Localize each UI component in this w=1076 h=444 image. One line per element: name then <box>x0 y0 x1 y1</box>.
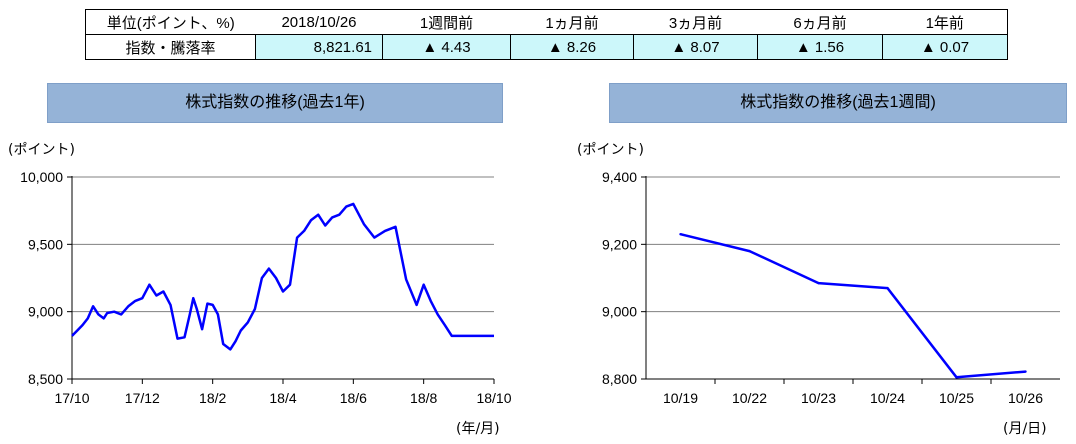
summary-header-cell: 1ヵ月前 <box>510 9 634 35</box>
data-point <box>955 376 958 379</box>
summary-row-label: 指数・騰落率 <box>85 34 256 60</box>
data-point <box>748 249 751 253</box>
summary-value-row: 指数・騰落率 8,821.61 ▲ 4.43 ▲ 8.26 ▲ 8.07 ▲ 1… <box>85 34 1008 60</box>
y-tick-label: 8,500 <box>28 371 63 387</box>
x-tick-label: 18/4 <box>269 390 296 406</box>
data-point <box>1024 370 1027 373</box>
chart-title-1y: 株式指数の推移(過去1年) <box>47 83 503 123</box>
x-axis-label-1y: (年/月) <box>456 421 500 437</box>
y-tick-label: 9,200 <box>602 236 637 252</box>
x-tick-label: 18/2 <box>199 390 226 406</box>
x-tick-label: 18/6 <box>340 390 367 406</box>
x-axis-label-1w: (月/日) <box>1003 421 1047 437</box>
x-tick-label: 10/23 <box>801 390 836 406</box>
x-tick-label: 18/8 <box>410 390 437 406</box>
summary-value-cell: ▲ 8.07 <box>633 34 758 60</box>
y-tick-label: 10,000 <box>20 169 63 185</box>
summary-value-cell: ▲ 8.26 <box>510 34 634 60</box>
y-tick-label: 9,400 <box>602 169 637 185</box>
summary-value-cell: ▲ 1.56 <box>757 34 883 60</box>
data-point <box>817 281 820 285</box>
x-tick-label: 10/24 <box>870 390 905 406</box>
y-tick-label: 9,000 <box>28 304 63 320</box>
summary-header-cell: 1週間前 <box>382 9 511 35</box>
summary-header-cell: 単位(ポイント、%) <box>85 9 256 35</box>
x-tick-label: 18/10 <box>476 390 511 406</box>
summary-header-cell: 3ヵ月前 <box>633 9 758 35</box>
summary-header-cell: 1年前 <box>882 9 1008 35</box>
y-axis-label-1y: (ポイント) <box>8 142 75 158</box>
y-tick-label: 9,000 <box>602 304 637 320</box>
x-tick-label: 17/12 <box>125 390 160 406</box>
chart-title-1w: 株式指数の推移(過去1週間) <box>609 83 1067 123</box>
summary-header-cell: 6ヵ月前 <box>757 9 883 35</box>
y-tick-label: 8,800 <box>602 371 637 387</box>
y-axis-label-1w: (ポイント) <box>577 142 644 158</box>
series-line-1w <box>680 232 1026 379</box>
x-tick-label: 17/10 <box>54 390 89 406</box>
x-tick-label: 10/22 <box>732 390 767 406</box>
y-tick-label: 9,500 <box>28 236 63 252</box>
data-point <box>886 286 889 290</box>
data-point <box>679 233 682 236</box>
summary-value-cell: ▲ 4.43 <box>382 34 511 60</box>
summary-header-row: 単位(ポイント、%) 2018/10/26 1週間前 1ヵ月前 3ヵ月前 6ヵ月… <box>85 9 1008 35</box>
summary-table: 単位(ポイント、%) 2018/10/26 1週間前 1ヵ月前 3ヵ月前 6ヵ月… <box>85 9 1008 60</box>
x-tick-label: 10/26 <box>1008 390 1043 406</box>
x-tick-label: 10/19 <box>663 390 698 406</box>
summary-value-cell: ▲ 0.07 <box>882 34 1008 60</box>
x-tick-label: 10/25 <box>939 390 974 406</box>
series-line-1y <box>71 202 494 351</box>
